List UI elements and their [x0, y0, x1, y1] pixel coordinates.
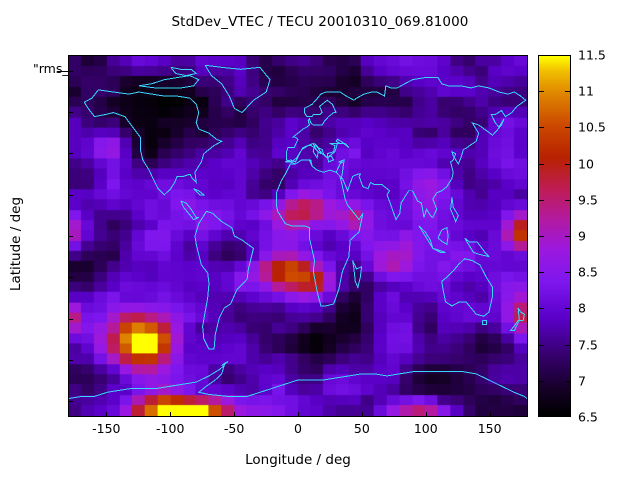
- coastline-path: [194, 210, 255, 350]
- longitude-tick-mark: [361, 412, 363, 417]
- x-axis-title: Longitude / deg: [245, 452, 351, 468]
- coastline-path: [352, 260, 363, 290]
- longitude-tick-label: -100: [156, 421, 185, 436]
- colorbar-tick-mark: [565, 272, 570, 274]
- colorbar-tick-label: 10.5: [578, 119, 606, 135]
- coastline-path: [509, 307, 525, 332]
- longitude-tick-mark: [170, 412, 172, 417]
- longitude-tick-label: -50: [223, 421, 245, 436]
- longitude-tick-mark: [234, 412, 236, 417]
- coastline-path: [221, 361, 229, 367]
- colorbar-tick-label: 11: [578, 83, 594, 99]
- colorbar-tick-mark: [539, 308, 544, 310]
- coastline-path: [180, 200, 199, 221]
- coastline-path: [83, 89, 223, 196]
- colorbar-tick-mark: [565, 344, 570, 346]
- coastline-path: [69, 364, 527, 399]
- longitude-tick-mark: [425, 412, 427, 417]
- colorbar-tick-label: 7.5: [578, 337, 598, 353]
- colorbar-tick-mark: [539, 344, 544, 346]
- coastline-path: [193, 188, 206, 196]
- coastline-path: [285, 77, 527, 221]
- longitude-tick-mark: [106, 412, 108, 417]
- colorbar-tick-label: 6.5: [578, 409, 598, 425]
- vtec-heatmap-canvas: [69, 56, 527, 416]
- legend-key-sample-line: [57, 71, 68, 72]
- coastline-path: [138, 75, 200, 89]
- colorbar-tick-mark: [539, 127, 544, 129]
- colorbar-tick-mark: [565, 163, 570, 165]
- colorbar-gradient: [539, 56, 570, 416]
- coastline-path: [481, 319, 487, 325]
- coastline-path: [441, 258, 494, 317]
- coastline-path: [275, 159, 364, 307]
- colorbar-tick-mark: [539, 163, 544, 165]
- coastline-path: [204, 64, 271, 114]
- colorbar-tick-mark: [565, 91, 570, 93]
- colorbar-tick-label: 8: [578, 300, 586, 316]
- longitude-tick-label: -150: [92, 421, 121, 436]
- colorbar-tick-label: 8.5: [578, 264, 598, 280]
- y-axis-title: Latitude / deg: [8, 196, 24, 292]
- map-plot-area: [68, 55, 528, 417]
- colorbar-tick-mark: [539, 380, 544, 382]
- colorbar-tick-mark: [539, 236, 544, 237]
- longitude-tick-mark: [489, 412, 491, 417]
- longitude-tick-label: 150: [477, 421, 502, 436]
- colorbar-tick-mark: [565, 308, 570, 310]
- longitude-tick-label: 50: [353, 421, 370, 436]
- coastline-overlay: [69, 64, 527, 399]
- coastline-path: [170, 66, 198, 77]
- page-title: StdDev_VTEC / TECU 20010310_069.81000: [171, 14, 469, 30]
- coastline-path: [450, 196, 459, 223]
- coastline-path: [418, 225, 446, 253]
- colorbar-tick-mark: [565, 380, 570, 382]
- coastline-path: [437, 227, 449, 246]
- coastline-path: [464, 237, 491, 258]
- colorbar-tick-mark: [565, 127, 570, 129]
- colorbar-tick-mark: [539, 199, 544, 201]
- colorbar-tick-mark: [539, 91, 544, 93]
- colorbar-tick-label: 10: [578, 156, 594, 172]
- longitude-tick-label: 100: [413, 421, 438, 436]
- colorbar-tick-label: 9: [578, 228, 586, 244]
- longitude-tick-mark: [298, 412, 299, 417]
- colorbar-tick-label: 11.5: [578, 47, 606, 63]
- colorbar-tick-mark: [565, 199, 570, 201]
- colorbar: [538, 55, 571, 417]
- colorbar-tick-mark: [539, 272, 544, 274]
- colorbar-tick-label: 7: [578, 373, 586, 389]
- legend-key-label: "rms_: [33, 61, 69, 76]
- colorbar-tick-label: 9.5: [578, 192, 598, 208]
- colorbar-tick-mark: [565, 236, 570, 237]
- longitude-tick-label: 0: [294, 421, 302, 436]
